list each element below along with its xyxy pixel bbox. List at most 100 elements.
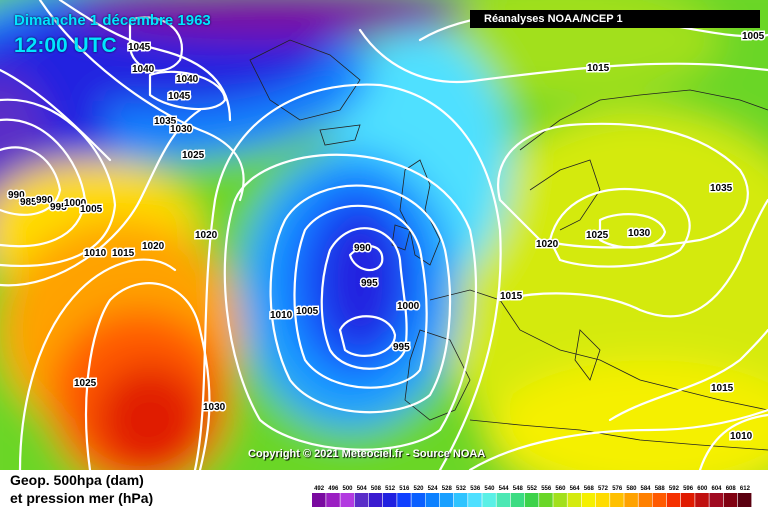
- scale-swatch: [326, 493, 340, 507]
- isobar-label: 1020: [536, 239, 559, 250]
- scale-tick-label: 520: [413, 486, 424, 492]
- scale-tick-label: 512: [385, 486, 396, 492]
- scale-tick-label: 604: [711, 486, 722, 492]
- isobar-label: 1015: [112, 248, 135, 259]
- isobar-label: 995: [393, 342, 410, 353]
- scale-swatch: [624, 493, 638, 507]
- source-banner: Réanalyses NOAA/NCEP 1: [470, 10, 760, 28]
- scale-tick-label: 548: [513, 486, 524, 492]
- scale-swatch: [468, 493, 482, 507]
- isobar-label: 1005: [296, 306, 319, 317]
- scale-tick-label: 516: [399, 486, 410, 492]
- isobar-label: 1010: [84, 248, 107, 259]
- scale-swatch: [354, 493, 369, 507]
- scale-tick-label: 584: [640, 486, 651, 492]
- scale-tick-label: 496: [328, 486, 339, 492]
- legend-footer: Geop. 500hpa (dam) et pression mer (hPa)…: [0, 470, 768, 512]
- scale-swatch: [695, 493, 709, 507]
- scale-tick-label: 588: [655, 486, 666, 492]
- isobar-label: 1025: [74, 378, 97, 389]
- isobar-label: 1035: [710, 183, 733, 194]
- scale-tick-label: 572: [598, 486, 609, 492]
- isobar-label: 1005: [742, 31, 765, 42]
- scale-tick-label: 544: [499, 486, 510, 492]
- isobar-label: 990: [8, 190, 25, 201]
- scale-swatch: [425, 493, 440, 507]
- isobar-label: 1000: [64, 198, 87, 209]
- isobar-label: 1045: [168, 91, 191, 102]
- isobar-label: 1035: [154, 116, 177, 127]
- scale-tick-label: 532: [456, 486, 467, 492]
- isobar-label: 985: [20, 197, 37, 208]
- isobar-label: 1015: [711, 383, 734, 394]
- isobar-label: 1030: [170, 124, 193, 135]
- isobar-label: 1010: [270, 310, 293, 321]
- scale-swatch: [496, 493, 511, 507]
- scale-tick-label: 504: [357, 486, 368, 492]
- isobar-label: 1010: [730, 431, 753, 442]
- scale-swatch: [681, 493, 695, 507]
- isobar-label: 1045: [128, 42, 151, 53]
- scale-tick-label: 492: [314, 486, 325, 492]
- color-scale-bar: 492 496 500 504 508 512 516 520 524 528 532 536 540 5…: [312, 486, 752, 507]
- isobar-label: 1000: [397, 301, 420, 312]
- scale-tick-label: 608: [726, 486, 737, 492]
- legend-geopotential: Geop. 500hpa (dam): [10, 472, 144, 488]
- scale-swatch: [482, 493, 496, 507]
- scale-tick-label: 528: [442, 486, 453, 492]
- scale-tick-label: 560: [555, 486, 566, 492]
- scale-tick-label: 556: [541, 486, 552, 492]
- map-date: Dimanche 1 décembre 1963: [14, 12, 211, 29]
- isobar-label: 1020: [142, 241, 165, 252]
- isobar-label: 990: [36, 195, 53, 206]
- scale-swatch: [340, 493, 354, 507]
- scale-swatch: [723, 493, 738, 507]
- scale-tick-label: 592: [669, 486, 680, 492]
- scale-swatch: [368, 493, 383, 507]
- scale-swatch: [567, 493, 582, 507]
- scale-swatch: [453, 493, 468, 507]
- scale-swatch: [595, 493, 610, 507]
- copyright-notice: Copyright © 2021 Meteociel.fr - Source N…: [248, 448, 486, 460]
- scale-swatch: [439, 493, 454, 507]
- scale-tick-label: 564: [570, 486, 581, 492]
- legend-pressure: et pression mer (hPa): [10, 490, 154, 506]
- scale-swatch: [581, 493, 596, 507]
- scale-tick-label: 596: [683, 486, 694, 492]
- scale-tick-label: 576: [612, 486, 623, 492]
- isobar-label: 1030: [628, 228, 651, 239]
- scale-tick-label: 552: [527, 486, 538, 492]
- isobars: [0, 0, 768, 470]
- color-field: [0, 0, 768, 470]
- scale-swatch: [510, 493, 525, 507]
- scale-tick-label: 500: [342, 486, 353, 492]
- scale-tick-label: 580: [626, 486, 637, 492]
- scale-tick-label: 600: [697, 486, 708, 492]
- isobar-label: 1015: [587, 63, 610, 74]
- isobar-label: 1015: [500, 291, 523, 302]
- isobar-label: 1040: [176, 74, 199, 85]
- scale-swatch: [652, 493, 667, 507]
- scale-swatch: [524, 493, 539, 507]
- scale-swatch: [638, 493, 653, 507]
- scale-swatch: [737, 493, 752, 507]
- geopotential-map: 1045 1040 1040 1045 1035 1030 1025 990 9…: [0, 0, 768, 470]
- scale-tick-label: 540: [484, 486, 495, 492]
- isobar-label: 1025: [586, 230, 609, 241]
- scale-tick-label: 524: [428, 486, 439, 492]
- scale-tick-label: 612: [740, 486, 751, 492]
- scale-tick-label: 568: [584, 486, 595, 492]
- scale-tick-label: 536: [470, 486, 481, 492]
- scale-swatch: [709, 493, 723, 507]
- scale-tick-label: 508: [371, 486, 382, 492]
- scale-swatch: [539, 493, 553, 507]
- isobar-label: 1020: [195, 230, 218, 241]
- scale-swatch: [312, 493, 326, 507]
- isobar-label: 995: [361, 278, 378, 289]
- scale-swatch: [411, 493, 425, 507]
- scale-swatch: [610, 493, 624, 507]
- scale-swatch: [666, 493, 681, 507]
- isobar-labels: 1045 1040 1040 1045 1035 1030 1025 990 9…: [7, 30, 767, 444]
- scale-swatch: [553, 493, 567, 507]
